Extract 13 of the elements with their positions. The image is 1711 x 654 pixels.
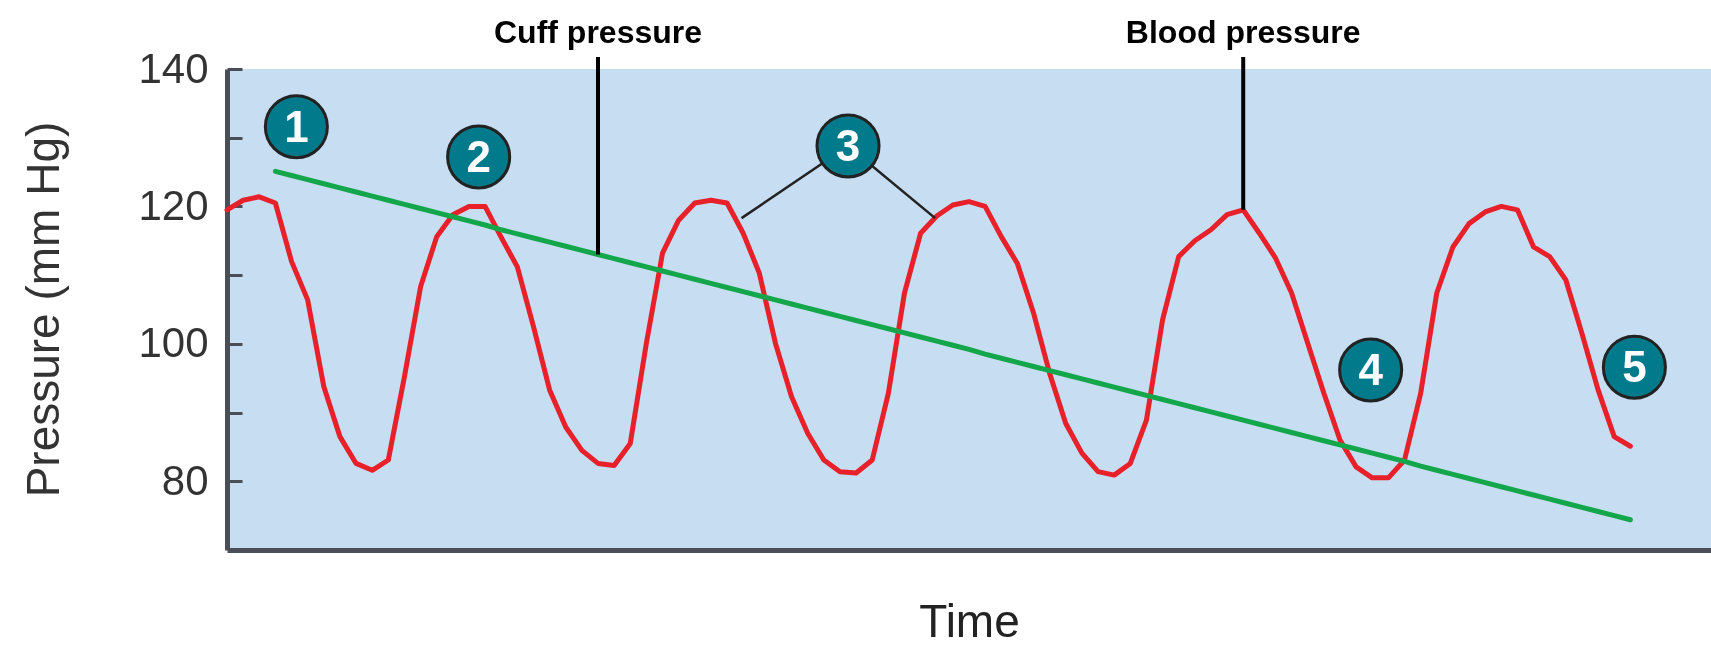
x-axis-title: Time [919,594,1020,647]
y-axis-title: Pressure (mm Hg) [16,121,69,498]
y-tick-label: 140 [138,44,209,92]
annotation: 2 [466,131,491,181]
y-tick-label: 80 [161,456,209,504]
annotation: 5 [1622,342,1647,392]
annotation: 4 [1358,344,1384,394]
annotation: 1 [284,101,309,151]
y-tick-label: 120 [138,181,209,229]
annotation: 3 [835,120,861,170]
text: Blood pressure [1125,14,1361,50]
text: Cuff pressure [493,14,703,50]
y-tick-label: 100 [138,319,209,367]
